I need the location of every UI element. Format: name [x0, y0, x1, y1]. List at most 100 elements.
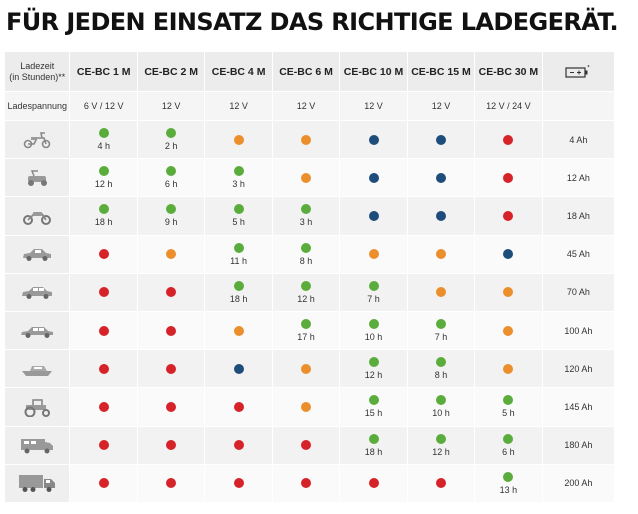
status-dot-green [503, 471, 514, 482]
status-dot-green [98, 204, 109, 215]
camper-icon [21, 439, 54, 454]
charge-cell [70, 235, 138, 274]
status-dot-orange [233, 134, 244, 145]
capacity-label: 200 Ah [542, 464, 616, 503]
status-dot-orange [166, 249, 177, 260]
charge-cell: 9 h [137, 197, 206, 236]
charge-cell [272, 350, 341, 389]
status-dot-green [435, 357, 446, 368]
charge-cell [70, 388, 138, 427]
svg-text:*: * [588, 65, 590, 71]
status-dot-red [166, 287, 177, 298]
voltage-value: 12 V [205, 92, 273, 121]
charge-cell: 12 h [70, 159, 138, 198]
status-dot-green [368, 357, 379, 368]
battery-row: 4 h 2 h 4 Ah [5, 121, 616, 160]
capacity-label: 100 Ah [542, 312, 616, 351]
charge-time-label: 18 h [364, 446, 383, 457]
charge-time-label: 12 h [94, 179, 113, 190]
charge-cell [205, 121, 273, 160]
status-dot-red [503, 210, 514, 221]
charge-cell: 10 h [407, 388, 476, 427]
vehicle-cell [5, 273, 71, 312]
charge-cell [272, 426, 341, 465]
status-dot-green [435, 433, 446, 444]
voltage-label: Ladespannung [5, 92, 71, 121]
charge-cell: 18 h [205, 273, 273, 312]
battery-row: 15 h 10 h 5 h 145 Ah [5, 388, 616, 427]
status-dot-green [233, 242, 244, 253]
page-title: FÜR JEDEN EINSATZ DAS RICHTIGE LADEGERÄT… [6, 8, 619, 36]
model-header: CE-BC 4 M [205, 52, 273, 92]
battery-row: 13 h 200 Ah [5, 464, 616, 503]
charge-cell: 4 h [70, 121, 138, 160]
charge-cell [137, 273, 206, 312]
corner-label: Ladezeit (in Stunden)** [5, 52, 71, 92]
charge-cell [407, 464, 476, 503]
charger-matrix: Ladezeit (in Stunden)** CE-BC 1 M CE-BC … [5, 52, 616, 503]
charge-cell [137, 426, 206, 465]
status-dot-red [98, 363, 109, 374]
status-dot-orange [435, 249, 446, 260]
model-header: CE-BC 6 M [272, 52, 341, 92]
voltage-value: 6 V / 12 V [70, 92, 138, 121]
charge-cell [407, 159, 476, 198]
voltage-value: 12 V [137, 92, 206, 121]
charge-time-label: 8 h [299, 255, 313, 266]
charge-time-label: 4 h [97, 141, 110, 152]
model-header: CE-BC 10 M [340, 52, 408, 92]
vehicle-cell [5, 197, 71, 236]
status-dot-blue [368, 210, 379, 221]
status-dot-blue [435, 210, 446, 221]
charge-cell: 12 h [340, 350, 408, 389]
charge-cell [137, 235, 206, 274]
charge-cell [340, 464, 408, 503]
charge-cell [407, 121, 476, 160]
charge-cell: 8 h [272, 235, 341, 274]
charge-time-label: 6 h [502, 446, 515, 457]
lawnmower-icon [28, 170, 48, 186]
status-dot-red [503, 172, 514, 183]
capacity-label: 4 Ah [542, 121, 616, 160]
status-dot-orange [301, 363, 312, 374]
charge-cell: 18 h [340, 426, 408, 465]
charge-cell [340, 197, 408, 236]
status-dot-red [98, 401, 109, 412]
charge-cell: 11 h [205, 235, 273, 274]
charge-cell [70, 350, 138, 389]
corner-label-line2: (in Stunden)** [9, 71, 66, 82]
charge-cell [137, 312, 206, 351]
battery-row: 12 h 6 h 3 h 12 Ah [5, 159, 616, 198]
status-dot-orange [301, 401, 312, 412]
charge-cell [475, 235, 543, 274]
capacity-label: 180 Ah [542, 426, 616, 465]
charge-time-label: 7 h [367, 293, 380, 304]
status-dot-red [301, 478, 312, 489]
charge-cell [407, 273, 476, 312]
status-dot-orange [503, 325, 514, 336]
status-dot-red [368, 478, 379, 489]
charge-cell [70, 312, 138, 351]
vehicle-cell [5, 350, 71, 389]
charge-cell: 10 h [340, 312, 408, 351]
charge-time-label: 11 h [230, 255, 248, 266]
battery-row: 17 h 10 h 7 h 100 Ah [5, 312, 616, 351]
status-dot-red [233, 440, 244, 451]
status-dot-orange [503, 363, 514, 374]
vehicle-cell [5, 159, 71, 198]
charge-cell [407, 197, 476, 236]
charge-cell: 12 h [407, 426, 476, 465]
charge-cell [70, 273, 138, 312]
charge-cell: 13 h [475, 464, 543, 503]
charge-cell [475, 197, 543, 236]
voltage-empty [542, 92, 616, 121]
status-dot-red [166, 440, 177, 451]
status-dot-orange [503, 287, 514, 298]
charge-time-label: 17 h [297, 332, 315, 343]
status-dot-red [98, 249, 109, 260]
charge-cell [475, 312, 543, 351]
scooter-icon [23, 131, 51, 148]
battery-row: 18 h 12 h 7 h 70 Ah [5, 273, 616, 312]
charge-cell: 8 h [407, 350, 476, 389]
status-dot-blue [233, 363, 244, 374]
